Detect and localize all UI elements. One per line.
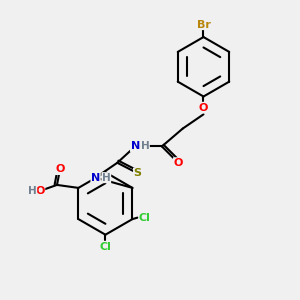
Text: H: H [28, 186, 37, 196]
Text: Cl: Cl [100, 242, 111, 252]
Text: N: N [130, 141, 140, 152]
Text: O: O [199, 103, 208, 113]
Text: Br: Br [196, 20, 210, 30]
Text: O: O [173, 158, 183, 168]
Text: Cl: Cl [139, 213, 151, 223]
Text: O: O [35, 186, 45, 196]
Text: S: S [134, 168, 142, 178]
Text: H: H [102, 172, 111, 183]
Text: N: N [91, 172, 100, 183]
Text: O: O [55, 164, 64, 175]
Text: H: H [141, 141, 149, 152]
